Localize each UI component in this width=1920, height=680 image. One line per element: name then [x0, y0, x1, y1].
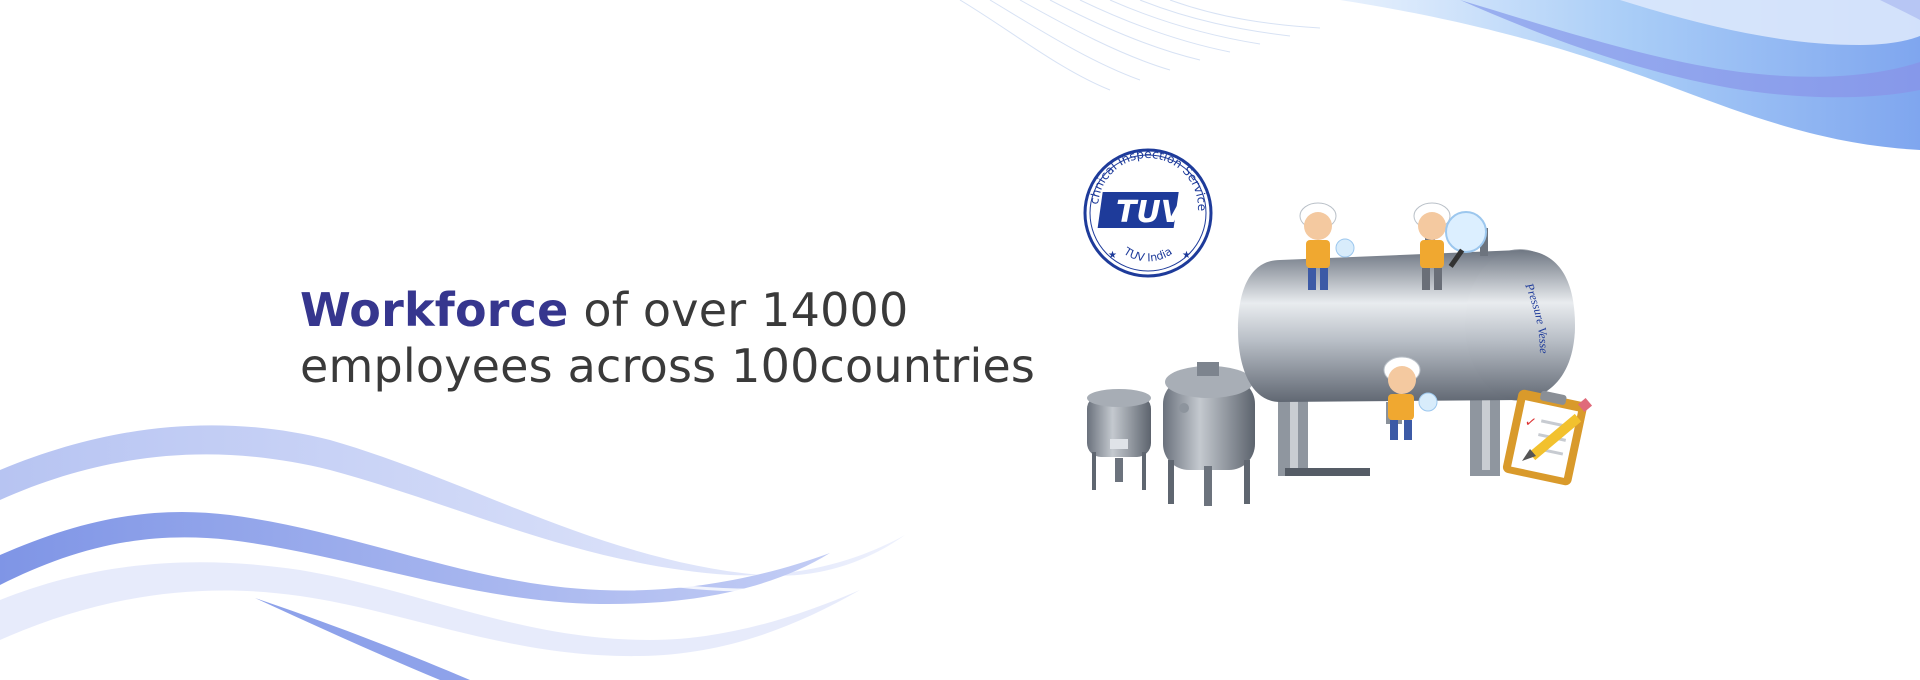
pencil-icon [1522, 397, 1593, 461]
worker-figure [1413, 202, 1487, 290]
svg-text:✓: ✓ [1523, 414, 1538, 432]
worker-figure [1299, 202, 1355, 290]
tuv-seal-logo: Technical Inspection Services TUV TUV In… [1070, 140, 1213, 278]
pressure-vessel [1163, 362, 1255, 506]
headline-country-count: 100 [731, 339, 820, 393]
headline-line2-after: countries [819, 339, 1036, 393]
headline: Workforce of over 14000 employees across… [300, 282, 1035, 394]
seal-brand: TUV [1116, 195, 1187, 230]
svg-text:★: ★ [1108, 250, 1117, 261]
pressure-vessel [1087, 389, 1151, 490]
headline-accent: Workforce [300, 283, 569, 337]
seal-bottom-text: TUV India [1121, 244, 1175, 264]
worker-figure [1383, 356, 1438, 440]
inspection-illustration: Technical Inspection Services TUV TUV In… [1070, 140, 1593, 506]
svg-text:★: ★ [1182, 250, 1191, 261]
headline-line1-rest: of over 14000 [583, 283, 909, 337]
svg-text:TUV India: TUV India [1121, 244, 1175, 264]
headline-line2-before: employees across [300, 339, 717, 393]
clipboard-icon: ✓ [1502, 389, 1587, 486]
